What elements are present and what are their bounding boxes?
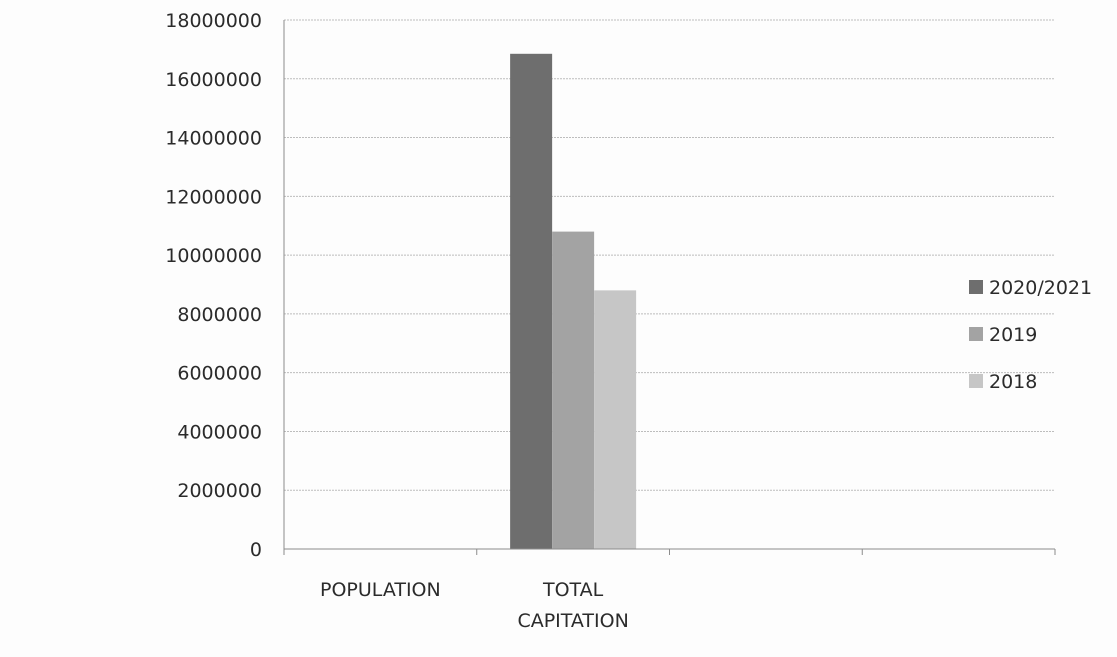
legend-swatch <box>969 327 983 341</box>
x-category-label: TOTAL CAPITATION <box>517 579 628 632</box>
bar <box>510 53 553 550</box>
y-tick-label: 6000000 <box>177 363 262 385</box>
y-tick-label: 12000000 <box>165 186 262 208</box>
y-tick-label: 0 <box>250 539 262 561</box>
y-tick-label: 8000000 <box>177 304 262 326</box>
legend-swatch <box>969 280 983 294</box>
legend: 2020/2021 2019 2018 <box>969 277 1092 393</box>
y-tick-label: 18000000 <box>165 10 262 32</box>
legend-label: 2020/2021 <box>989 277 1092 299</box>
legend-label: 2018 <box>989 371 1037 393</box>
bar <box>594 290 637 549</box>
y-tick-label: 16000000 <box>165 69 262 91</box>
y-tick-label: 10000000 <box>165 245 262 267</box>
y-tick-label: 14000000 <box>165 128 262 150</box>
y-tick-label: 4000000 <box>177 421 262 443</box>
gridlines <box>284 19 1055 491</box>
x-category-label: POPULATION <box>320 579 441 601</box>
x-category-labels: POPULATION TOTAL CAPITATION <box>320 579 629 632</box>
y-tick-labels: 0 2000000 4000000 6000000 8000000 10000000 120… <box>165 10 262 561</box>
bar <box>552 231 595 549</box>
bars <box>510 53 637 550</box>
y-tick-label: 2000000 <box>177 480 262 502</box>
legend-swatch <box>969 374 983 388</box>
legend-label: 2019 <box>989 324 1037 346</box>
axes <box>283 20 1056 555</box>
